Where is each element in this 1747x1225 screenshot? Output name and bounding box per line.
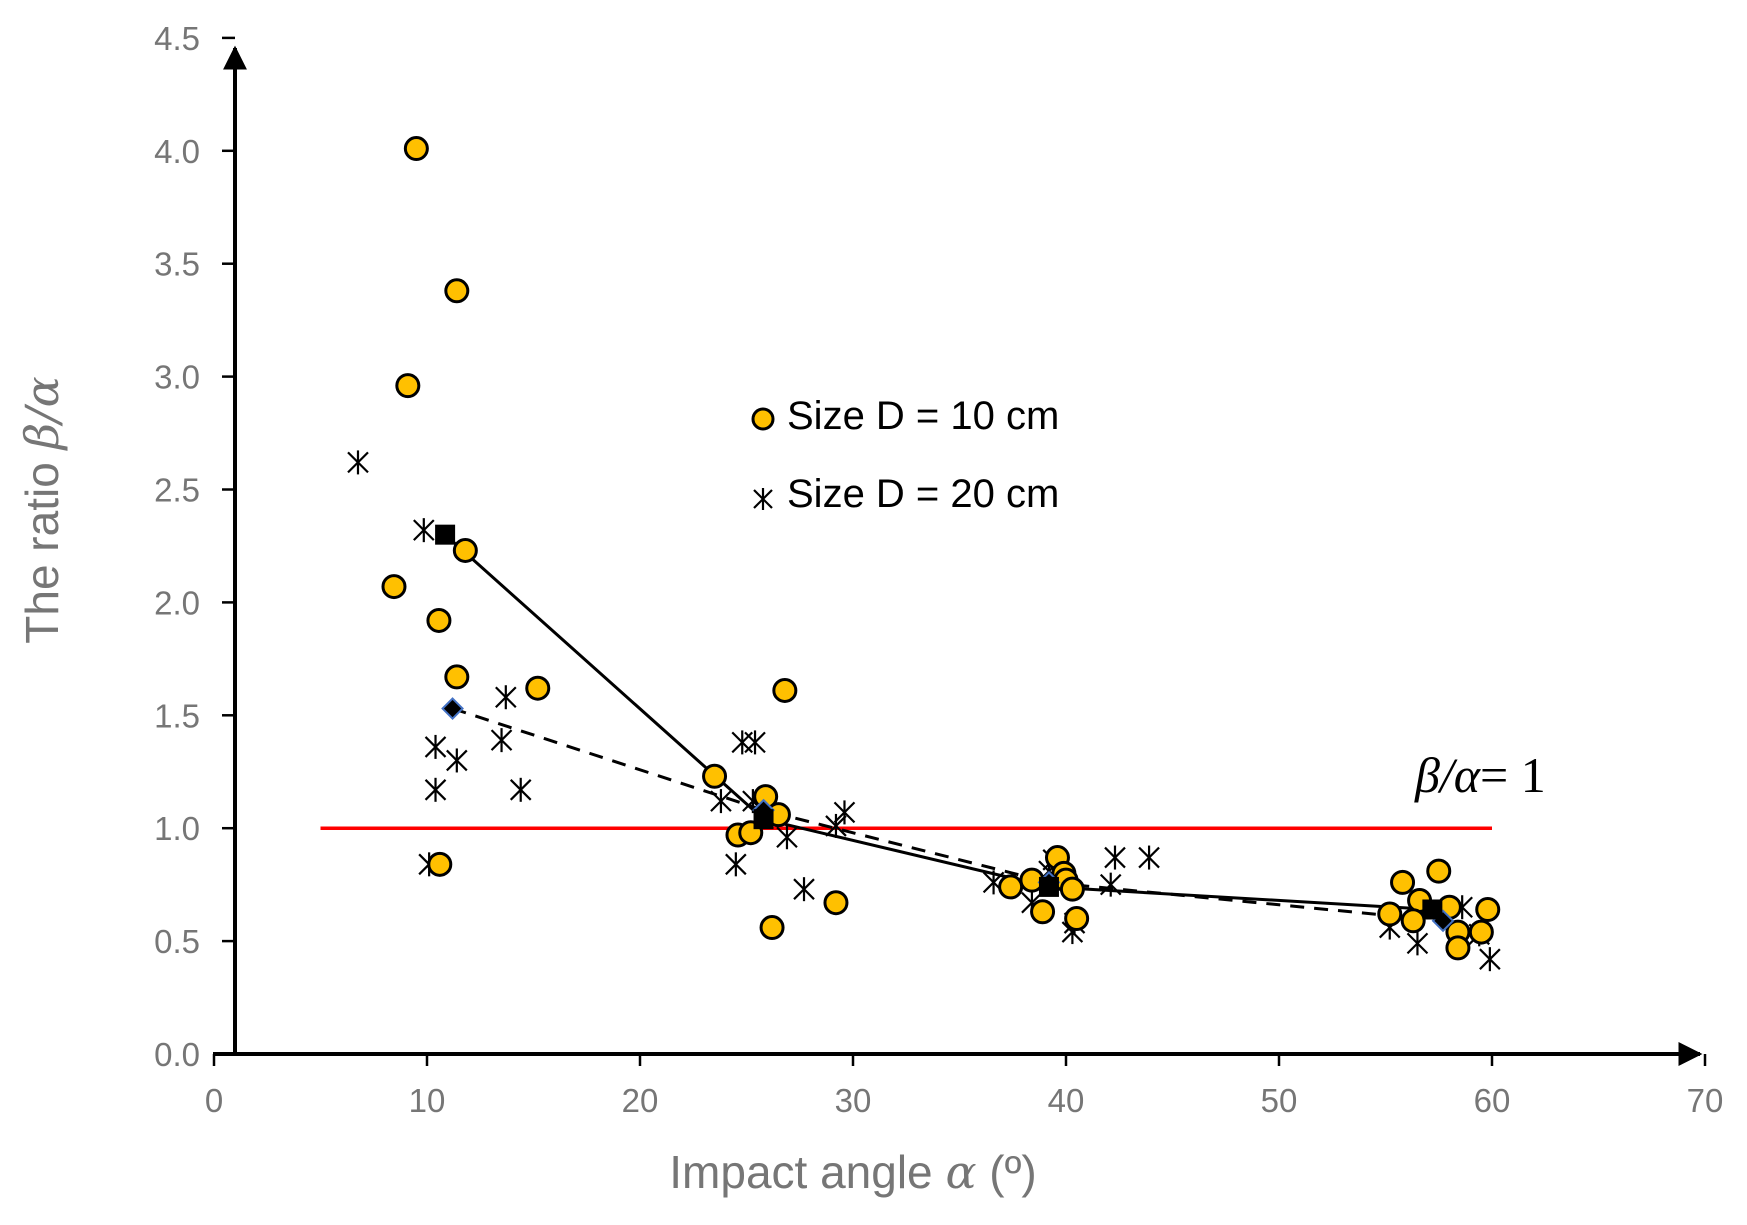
- x-axis-title-symbol: α: [945, 1145, 976, 1199]
- x-tick-label: 10: [409, 1082, 446, 1119]
- fit-lines-layer: [444, 533, 1444, 923]
- data-point-d10: [1030, 899, 1056, 925]
- data-point-d10: [452, 537, 478, 563]
- x-ticks: 0 10 20 30 40 50 60 70: [205, 1054, 1724, 1119]
- y-tick-label: 4.5: [154, 20, 200, 57]
- legend-asterisk-marker: [753, 488, 773, 510]
- data-point-d20: [424, 734, 447, 759]
- data-point-d10: [1426, 858, 1452, 884]
- data-point-d10: [702, 763, 728, 789]
- data-point-d10: [1064, 906, 1090, 932]
- data-point-d10: [427, 851, 453, 877]
- x-tick-label: 70: [1687, 1082, 1724, 1119]
- y-axis-title-text: The ratio: [16, 462, 68, 644]
- data-point-d20: [347, 450, 369, 475]
- x-tick-label: 0: [205, 1082, 223, 1119]
- legend-item-d20: Size D = 20 cm: [753, 472, 1059, 516]
- data-point-d10: [1059, 876, 1085, 902]
- data-point-d10: [823, 890, 849, 916]
- data-point-d20: [825, 813, 847, 838]
- x-axis-title-text: Impact angle: [669, 1146, 932, 1198]
- data-point-d20: [731, 730, 754, 755]
- data-point-d20: [1104, 845, 1126, 870]
- data-point-d20: [446, 748, 468, 773]
- y-tick-label: 2.5: [154, 472, 200, 509]
- axes: 0.0 0.5 1.0 1.5 2.0 2.5 3.0 3.5 4.0 4.5 0 10 20 30 40…: [154, 20, 1723, 1119]
- data-point-d20: [744, 730, 766, 755]
- data-point-d20: [1479, 947, 1501, 972]
- data-point-d10: [395, 373, 421, 399]
- reference-line-label: β/α= 1: [1414, 747, 1546, 803]
- mean-point-d10: [753, 809, 774, 830]
- data-point-d20: [490, 728, 513, 753]
- reference-line-label-value: = 1: [1480, 747, 1546, 803]
- data-point-d10: [444, 278, 470, 304]
- mean-point-d10: [435, 524, 456, 545]
- reference-line-label-symbol: β/α: [1414, 747, 1482, 803]
- data-point-d20: [1406, 931, 1429, 956]
- data-point-d10: [759, 915, 785, 941]
- mean-point-d10: [1422, 899, 1443, 920]
- data-point-d10: [403, 136, 429, 162]
- legend-label-d20: Size D = 20 cm: [787, 472, 1059, 516]
- data-point-d20: [793, 877, 815, 902]
- data-point-d20: [509, 777, 532, 802]
- data-point-d20: [725, 852, 747, 877]
- data-point-d10: [426, 607, 452, 633]
- data-point-d20: [710, 789, 732, 814]
- data-point-d10: [998, 874, 1024, 900]
- data-point-d10: [1445, 935, 1471, 961]
- data-point-d20: [495, 685, 517, 710]
- legend-circle-marker: [751, 407, 775, 431]
- data-point-d10: [772, 677, 798, 703]
- data-point-d20: [424, 777, 447, 802]
- data-point-d10: [444, 664, 470, 690]
- y-tick-label: 0.5: [154, 923, 200, 960]
- data-point-d10: [1377, 901, 1403, 927]
- y-axis-title: The ratio β/α: [15, 376, 69, 643]
- data-point-d10: [1475, 896, 1501, 922]
- y-tick-label: 3.5: [154, 246, 200, 283]
- x-tick-label: 40: [1048, 1082, 1085, 1119]
- data-point-d20: [413, 518, 435, 543]
- y-tick-label: 1.5: [154, 697, 200, 734]
- data-point-d20: [833, 800, 856, 825]
- legend-item-d10: Size D = 10 cm: [751, 394, 1059, 438]
- mean-line-d20: [452, 707, 1444, 923]
- mean-point-d10: [1038, 876, 1059, 897]
- y-axis-title-symbol: β/α: [15, 376, 69, 451]
- data-point-d10: [1390, 869, 1416, 895]
- mean-line-d10: [444, 533, 1433, 911]
- y-tick-label: 3.0: [154, 359, 200, 396]
- points-layer: [347, 136, 1501, 972]
- data-point-d20: [1099, 872, 1122, 897]
- y-ticks: 0.0 0.5 1.0 1.5 2.0 2.5 3.0 3.5 4.0 4.5: [154, 20, 235, 1073]
- x-tick-label: 20: [622, 1082, 659, 1119]
- x-tick-label: 60: [1474, 1082, 1511, 1119]
- data-point-d10: [1468, 919, 1494, 945]
- data-point-d10: [1400, 908, 1426, 934]
- mean-point-d20: [441, 697, 464, 720]
- x-tick-label: 30: [835, 1082, 872, 1119]
- y-tick-label: 1.0: [154, 810, 200, 847]
- data-point-d10: [381, 574, 407, 600]
- legend: Size D = 10 cm Size D = 20 cm: [751, 394, 1059, 516]
- data-point-d20: [1138, 845, 1160, 870]
- x-axis-title: Impact angle α (º): [669, 1145, 1036, 1199]
- x-tick-label: 50: [1261, 1082, 1298, 1119]
- y-tick-label: 4.0: [154, 133, 200, 170]
- x-axis-title-unit: (º): [989, 1146, 1036, 1198]
- y-tick-label: 0.0: [154, 1036, 200, 1073]
- data-point-d10: [525, 675, 551, 701]
- data-point-d20: [776, 825, 798, 850]
- y-tick-label: 2.0: [154, 584, 200, 621]
- legend-label-d10: Size D = 10 cm: [787, 394, 1059, 438]
